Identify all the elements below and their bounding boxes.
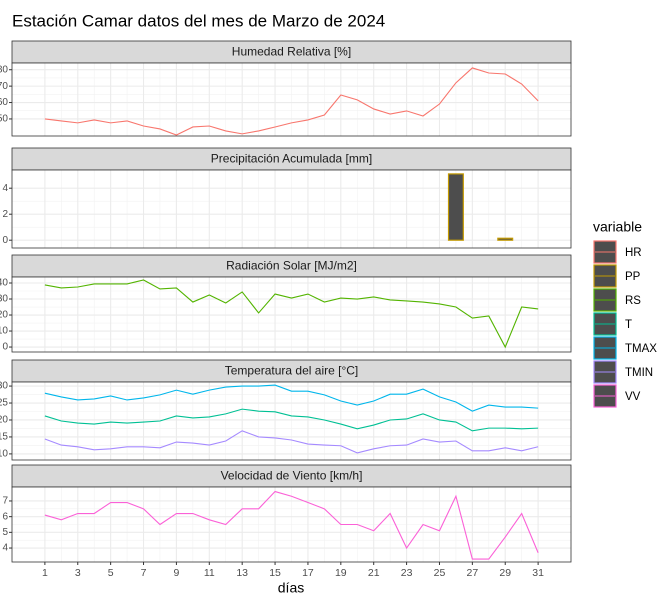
x-tick-label: 21 (368, 567, 380, 579)
x-tick-label: 29 (499, 567, 511, 579)
legend-title: variable (593, 219, 642, 235)
x-tick-label: 15 (269, 567, 281, 579)
panel-border (11, 62, 572, 137)
y-tick-label: 6 (2, 511, 8, 522)
x-axis-title: días (278, 580, 304, 596)
y-tick-label: 7 (2, 496, 8, 507)
y-tick-label: 80 (0, 64, 8, 75)
x-tick-label: 11 (204, 567, 215, 579)
panel-title: Radiación Solar [MJ/m2] (226, 259, 357, 273)
x-tick-label: 7 (141, 567, 147, 579)
legend-label: TMIN (625, 367, 653, 379)
panel-border (11, 486, 572, 563)
y-tick-label: 30 (0, 381, 8, 392)
legend-label: RS (625, 295, 641, 307)
panel-border (11, 381, 572, 461)
y-tick-label: 20 (0, 310, 8, 321)
legend-label: VV (625, 391, 641, 403)
y-tick-label: 2 (2, 209, 8, 220)
data-line (44, 408, 539, 432)
y-tick-label: 50 (0, 114, 8, 125)
x-tick-label: 27 (467, 567, 479, 579)
chart-title: Estación Camar datos del mes de Marzo de… (12, 11, 385, 30)
x-tick-label: 23 (401, 567, 413, 579)
x-tick-label: 9 (173, 567, 179, 579)
x-tick-label: 13 (236, 567, 248, 579)
legend-label: TMAX (625, 343, 657, 355)
x-tick-label: 31 (532, 567, 544, 579)
legend-label: T (625, 319, 632, 331)
y-tick-label: 60 (0, 97, 8, 108)
y-tick-label: 25 (0, 398, 8, 409)
panel-title: Precipitación Acumulada [mm] (211, 152, 372, 166)
panel-title: Temperatura del aire [°C] (225, 364, 359, 378)
panel-title: Humedad Relativa [%] (232, 45, 351, 59)
panel-border (11, 169, 572, 249)
y-tick-label: 0 (2, 235, 8, 246)
data-line (44, 490, 539, 560)
y-tick-label: 5 (2, 527, 8, 538)
bar (497, 237, 514, 241)
x-tick-label: 19 (335, 567, 347, 579)
y-tick-label: 0 (2, 342, 8, 353)
y-tick-label: 70 (0, 81, 8, 92)
x-tick-label: 25 (434, 567, 446, 579)
x-tick-label: 1 (42, 567, 48, 579)
y-tick-label: 10 (0, 326, 8, 337)
legend-label: HR (625, 247, 642, 259)
y-tick-label: 4 (2, 543, 8, 554)
panel-border (11, 276, 572, 353)
x-tick-label: 17 (302, 567, 314, 579)
data-line (44, 384, 539, 412)
x-tick-label: 5 (108, 567, 114, 579)
y-tick-label: 4 (2, 183, 8, 194)
y-tick-label: 30 (0, 294, 8, 305)
bar (447, 173, 464, 241)
y-tick-label: 10 (0, 449, 8, 460)
legend-label: PP (625, 271, 641, 283)
y-tick-label: 20 (0, 415, 8, 426)
x-tick-label: 3 (75, 567, 81, 579)
y-tick-label: 40 (0, 278, 8, 289)
y-tick-label: 15 (0, 432, 8, 443)
data-line (44, 430, 539, 454)
data-line (44, 67, 539, 136)
panel-title: Velocidad de Viento [km/h] (221, 469, 363, 483)
data-line (44, 279, 539, 349)
